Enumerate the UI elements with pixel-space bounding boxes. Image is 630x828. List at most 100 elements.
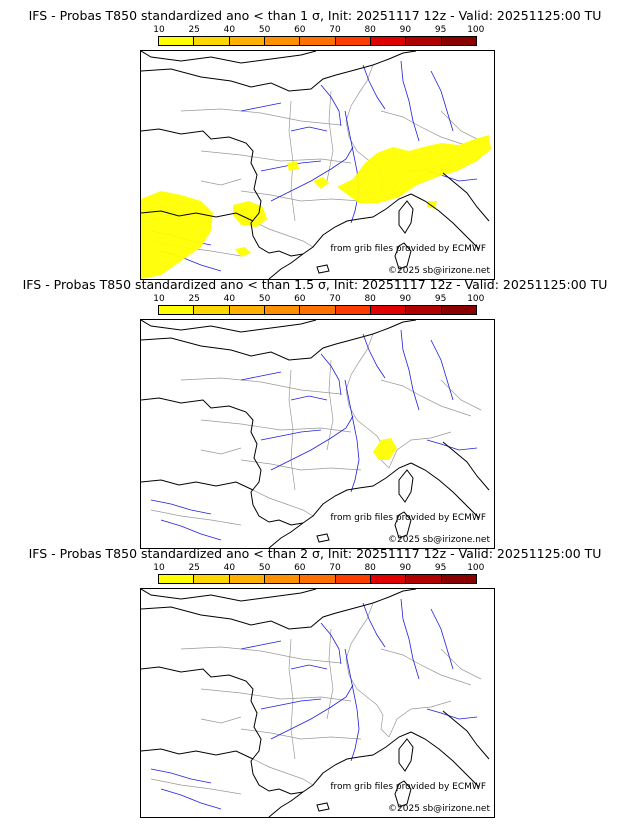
river (160, 788, 222, 810)
river (362, 602, 386, 648)
coastline (372, 320, 417, 335)
legend-tick-label: 40 (223, 563, 236, 573)
legend-ticks: 10 25 40 50 60 70 80 90 95 100 (153, 294, 484, 304)
admin-boundary (200, 688, 352, 702)
copyright-credit: ©2025 sb@irizone.net (388, 804, 490, 814)
river (240, 640, 282, 650)
legend-swatch (194, 575, 230, 583)
coastline (302, 193, 412, 255)
legend-swatch (441, 37, 476, 45)
legend-swatch (370, 575, 407, 583)
legend-swatch (300, 37, 336, 45)
panel-title: IFS - Probas T850 standardized ano < tha… (28, 8, 602, 23)
admin-boundary (288, 369, 296, 491)
coastline (410, 193, 480, 250)
admin-boundary (380, 110, 472, 148)
coastline (442, 710, 490, 760)
admin-boundary (252, 220, 314, 248)
legend-swatch (264, 306, 301, 314)
admin-boundary (345, 602, 374, 676)
coastline (268, 253, 304, 279)
admin-boundary (345, 64, 374, 138)
coastline (302, 462, 412, 524)
legend-tick-label: 100 (467, 25, 485, 35)
legend-swatch (370, 306, 407, 314)
river (400, 60, 420, 142)
river (290, 664, 328, 670)
probability-color-legend (158, 574, 477, 584)
admin-boundary (440, 379, 482, 411)
map-panel-1-5sigma: IFS - Probas T850 standardized ano < tha… (0, 277, 630, 549)
legend-tick-label: 80 (364, 25, 376, 35)
legend-swatch (300, 306, 336, 314)
river (430, 608, 454, 670)
legend-swatch (406, 37, 442, 45)
legend-tick-label: 90 (399, 25, 412, 35)
legend-tick-label: 10 (153, 25, 165, 35)
legend-tick-label: 60 (294, 294, 306, 304)
probability-area (235, 247, 251, 257)
legend-swatch (406, 575, 442, 583)
legend-tick-label: 25 (188, 294, 200, 304)
admin-boundary (180, 646, 342, 664)
admin-boundary (252, 758, 314, 786)
admin-boundary (200, 419, 352, 433)
river (290, 126, 328, 132)
island-outline (398, 738, 414, 772)
admin-boundary (200, 716, 242, 724)
probability-area (287, 161, 299, 171)
legend-swatch (229, 37, 265, 45)
legend-swatch (335, 37, 371, 45)
legend-swatch (335, 306, 371, 314)
river (362, 64, 386, 110)
coastline (442, 441, 490, 491)
legend-tick-label: 70 (329, 294, 341, 304)
source-credit: from grib files provided by ECMWF (330, 513, 486, 523)
island-outline (394, 511, 412, 539)
coastline (410, 462, 480, 519)
river (260, 698, 322, 710)
river (426, 439, 478, 451)
coastline (410, 731, 480, 788)
legend-tick-label: 95 (434, 563, 447, 573)
legend-tick-label: 60 (294, 563, 306, 573)
admin-boundary (440, 110, 482, 142)
coastline (141, 397, 304, 526)
river (150, 768, 212, 784)
coastline (141, 51, 317, 64)
legend-swatch (159, 37, 195, 45)
legend-tick-label: 25 (188, 25, 200, 35)
river (320, 622, 342, 665)
river (290, 395, 328, 401)
coastline (141, 479, 254, 491)
admin-boundary (326, 359, 334, 451)
admin-boundary (150, 778, 242, 795)
admin-boundary (150, 509, 242, 526)
legend-swatch (370, 37, 407, 45)
admin-boundary (252, 489, 314, 517)
coastline (141, 589, 317, 602)
legend-tick-label: 50 (258, 294, 271, 304)
legend-tick-label: 90 (399, 294, 412, 304)
panel-title: IFS - Probas T850 standardized ano < tha… (28, 546, 602, 561)
probability-area (141, 191, 213, 279)
legend-tick-label: 10 (153, 563, 165, 573)
coastline (372, 589, 417, 604)
probability-area (373, 438, 397, 460)
coastline (141, 602, 374, 630)
river (344, 379, 360, 493)
river (160, 519, 222, 541)
admin-boundary (440, 648, 482, 680)
legend-tick-label: 50 (258, 563, 271, 573)
river (344, 110, 360, 224)
island-outline (316, 802, 330, 812)
legend-ticks: 10 25 40 50 60 70 80 90 95 100 (153, 563, 484, 573)
coastline (268, 791, 304, 817)
legend-ticks: 10 25 40 50 60 70 80 90 95 100 (153, 25, 484, 35)
map-france: from grib files provided by ECMWF ©2025 … (140, 588, 495, 818)
legend-swatch (194, 37, 230, 45)
map-svg (141, 51, 491, 279)
map-panel-2sigma: IFS - Probas T850 standardized ano < tha… (0, 546, 630, 818)
map-france: from grib files provided by ECMWF ©2025 … (140, 319, 495, 549)
legend-tick-label: 95 (434, 25, 447, 35)
